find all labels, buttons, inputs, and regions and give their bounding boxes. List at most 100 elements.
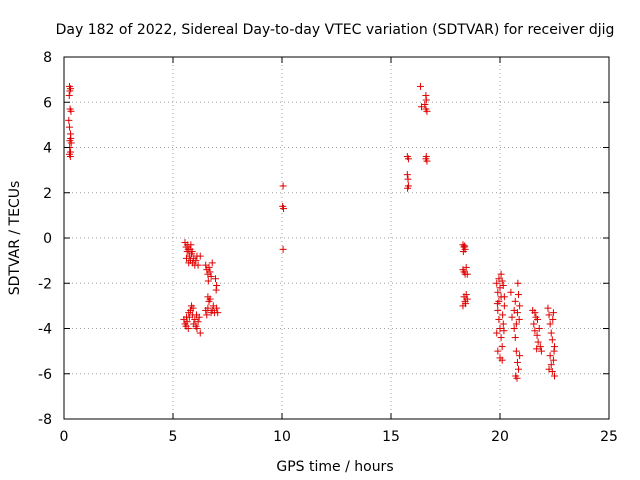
data-point [213,304,221,312]
data-point [498,343,506,351]
x-tick-label: 20 [491,429,509,445]
data-point [499,320,507,328]
data-point [513,358,521,366]
x-axis-label: GPS time / hours [276,459,393,475]
data-point [493,300,501,308]
data-point [192,257,200,265]
chart-title: Day 182 of 2022, Sidereal Day-to-day VTE… [56,22,615,38]
data-point [462,291,470,299]
data-point [204,277,212,285]
data-point [495,315,503,323]
data-point [184,241,192,249]
grid-lines [64,57,609,419]
y-tick-label: 4 [43,141,52,157]
y-axis-label: SDTVAR / TECUs [7,181,23,296]
y-tick-label: 6 [43,95,52,111]
data-point [495,275,503,283]
data-point [550,347,558,355]
data-point [494,306,502,314]
data-point [533,315,541,323]
data-point [194,318,202,326]
data-point [549,315,557,323]
data-point [512,347,520,355]
data-point [530,320,538,328]
data-point [463,295,471,303]
data-point [196,329,204,337]
y-tick-label: 2 [43,186,52,202]
data-point [515,365,523,373]
data-point [547,329,555,337]
data-point [510,325,518,332]
data-point [422,155,430,163]
data-point [65,116,73,124]
data-point [512,320,520,328]
y-tick-labels: -8 -6 -4 -2 0 2 4 6 8 [38,50,52,428]
data-point [279,182,287,190]
data-point [279,245,287,253]
data-point [205,263,213,271]
data-point [186,245,194,253]
data-point [206,268,214,276]
data-point [549,356,557,364]
data-point [189,304,197,312]
data-point [214,309,222,317]
data-point [516,302,524,310]
data-point [546,352,554,360]
data-point [494,347,502,355]
y-tick-label: -4 [38,322,52,338]
data-point [515,315,523,323]
y-tick-label: 8 [43,50,52,66]
data-point [204,304,212,312]
data-point [493,329,501,337]
data-point [280,205,288,213]
data-point [461,242,469,250]
data-point [207,272,215,280]
y-tick-label: -8 [38,412,52,428]
x-tick-label: 5 [169,429,178,445]
data-point [533,331,541,339]
data-point [547,361,555,369]
x-tick-label: 0 [60,429,69,445]
data-point [183,313,191,321]
data-point [536,343,544,351]
data-point [194,261,202,269]
data-point [535,325,543,332]
data-point [497,270,505,278]
x-tick-label: 25 [600,429,618,445]
data-point [548,336,556,344]
y-tick-label: -2 [38,276,52,292]
data-point [508,313,516,321]
data-point [196,252,204,260]
data-point [545,365,553,373]
data-point [463,270,471,278]
data-point [65,123,73,131]
data-points [65,82,558,382]
data-point [67,107,75,115]
x-tick-labels: 0 5 10 15 20 25 [60,429,618,445]
data-point [497,334,505,342]
data-point [511,334,519,342]
x-tick-label: 10 [273,429,291,445]
data-point [513,309,521,317]
data-point [500,302,508,310]
data-point [212,286,220,294]
data-point [416,82,424,90]
data-point [418,103,426,111]
data-point [67,85,75,93]
data-point [65,91,73,99]
data-point [66,153,74,161]
data-point [533,345,541,353]
data-point [203,311,211,319]
data-point [549,309,557,317]
data-point [537,347,545,355]
data-point [403,171,411,179]
data-point [462,300,470,308]
data-point [499,311,507,319]
data-point [531,309,539,317]
data-point [516,352,524,360]
data-point [193,325,201,332]
data-point [204,293,212,301]
data-point [544,304,552,312]
data-point [534,338,542,346]
y-tick-label: -6 [38,367,52,383]
